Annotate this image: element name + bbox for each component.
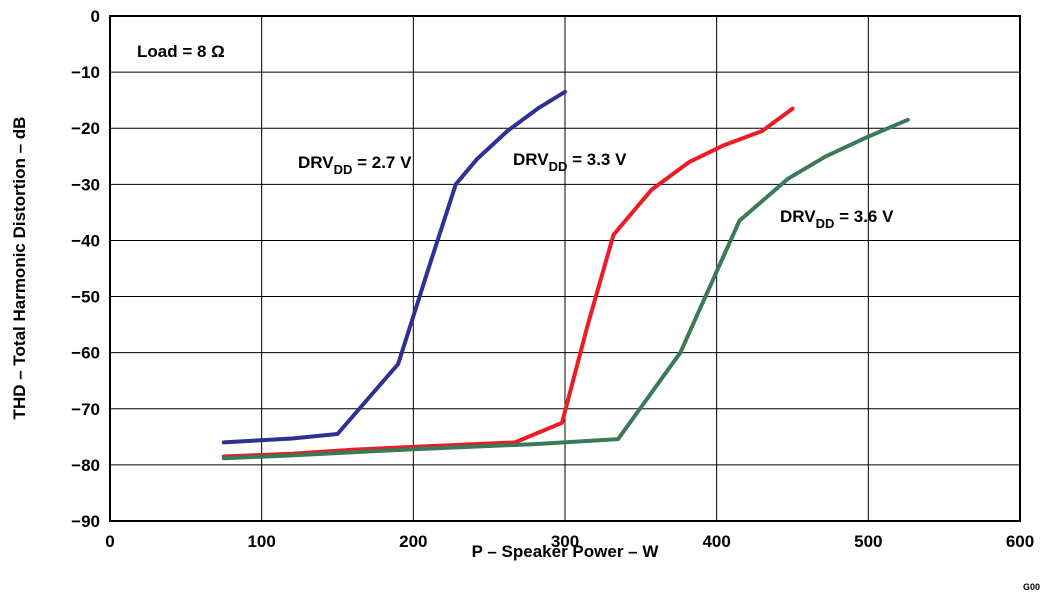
y-tick-labels: 0 −10 −20 −30 −40 −50 −60 −70 −80 −90 [71, 7, 100, 531]
x-tick-label: 300 [551, 532, 579, 551]
x-tick-label: 600 [1006, 532, 1034, 551]
x-tick-label: 500 [854, 532, 882, 551]
grid [110, 16, 1020, 521]
y-tick-label: −90 [71, 512, 100, 531]
series-line-2 [221, 106, 795, 459]
y-tick-label: 0 [91, 7, 100, 26]
x-tick-labels: 0 100 200 300 400 500 600 [105, 532, 1034, 551]
series-label-3-6v: DRVDD = 3.6 V [780, 207, 894, 231]
y-tick-label: −40 [71, 231, 100, 250]
y-tick-label: −70 [71, 400, 100, 419]
y-tick-label: −80 [71, 456, 100, 475]
corner-label: G00 [1023, 582, 1040, 590]
x-tick-label: 0 [105, 532, 114, 551]
load-annotation: Load = 8 Ω [137, 42, 225, 61]
series-label-3-3v: DRVDD = 3.3 V [513, 150, 627, 174]
series-line-1 [221, 89, 567, 445]
y-tick-label: −60 [71, 344, 100, 363]
y-axis-title: THD – Total Harmonic Distortion – dB [10, 117, 29, 420]
x-axis-title: P – Speaker Power – W [472, 542, 660, 561]
x-tick-label: 200 [399, 532, 427, 551]
x-tick-label: 400 [702, 532, 730, 551]
plot-frame [109, 15, 1021, 522]
y-tick-label: −20 [71, 119, 100, 138]
series-line-3 [221, 117, 910, 461]
y-tick-label: −50 [71, 288, 100, 307]
x-tick-label: 100 [247, 532, 275, 551]
series-label-2-7v: DRVDD = 2.7 V [298, 153, 412, 177]
y-tick-label: −30 [71, 175, 100, 194]
y-tick-label: −10 [71, 63, 100, 82]
series-lines [221, 89, 910, 461]
